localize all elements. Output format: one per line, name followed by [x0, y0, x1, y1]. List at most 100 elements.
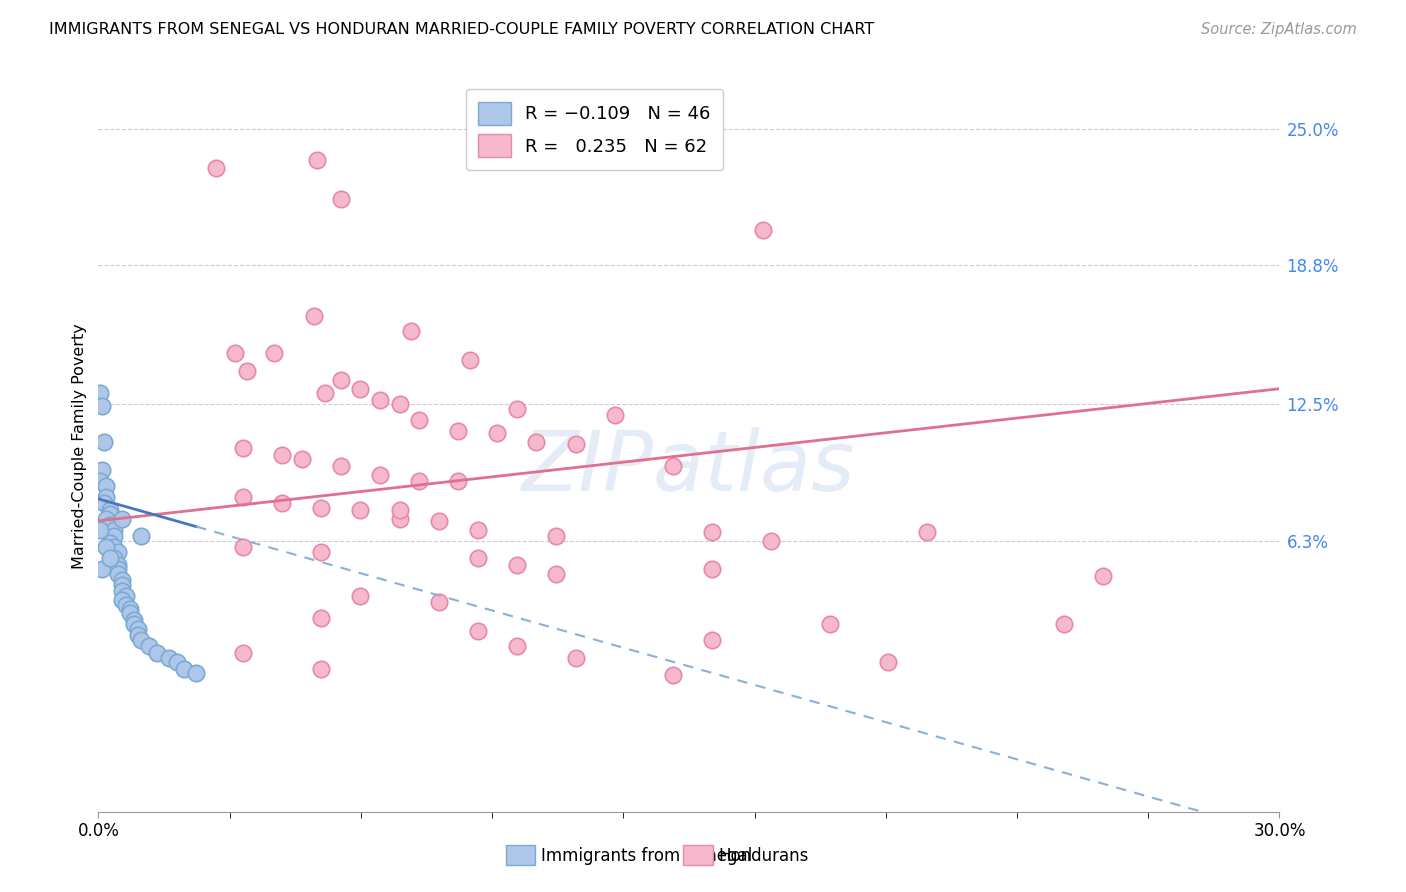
Text: Immigrants from Senegal: Immigrants from Senegal: [541, 847, 752, 864]
Y-axis label: Married-Couple Family Poverty: Married-Couple Family Poverty: [72, 323, 87, 569]
Point: [111, 584, 134, 599]
Point: [173, 661, 195, 675]
Point: [186, 665, 208, 680]
Point: [96, 478, 118, 492]
Point: [662, 668, 685, 682]
Point: [388, 503, 411, 517]
Point: [89, 523, 111, 537]
Point: [311, 500, 333, 515]
Point: [427, 514, 450, 528]
Point: [127, 628, 149, 642]
Point: [368, 467, 391, 482]
Point: [96, 512, 118, 526]
Point: [204, 161, 226, 176]
Point: [91, 463, 114, 477]
Point: [157, 650, 180, 665]
Point: [329, 458, 352, 473]
Point: [349, 503, 371, 517]
Point: [314, 386, 336, 401]
Point: [111, 578, 134, 592]
Point: [564, 650, 586, 665]
Point: [232, 646, 254, 660]
Point: [506, 640, 529, 654]
Point: [917, 524, 939, 539]
Point: [603, 408, 626, 422]
Point: [329, 192, 352, 206]
Point: [388, 512, 411, 526]
Point: [311, 661, 333, 675]
Point: [98, 536, 121, 550]
Point: [103, 529, 125, 543]
Point: [118, 602, 141, 616]
Point: [467, 551, 489, 566]
Point: [759, 533, 782, 548]
FancyBboxPatch shape: [683, 845, 713, 865]
Point: [98, 518, 121, 533]
Point: [368, 392, 391, 407]
Point: [91, 562, 114, 576]
Point: [1053, 617, 1076, 632]
Point: [98, 503, 121, 517]
Point: [107, 558, 129, 572]
Point: [114, 589, 136, 603]
Point: [427, 595, 450, 609]
Point: [486, 425, 509, 440]
Text: Hondurans: Hondurans: [718, 847, 808, 864]
Point: [107, 545, 129, 559]
Point: [111, 574, 134, 588]
Point: [98, 508, 121, 522]
Point: [447, 475, 470, 489]
Point: [467, 523, 489, 537]
Point: [96, 541, 118, 555]
Point: [408, 475, 430, 489]
Point: [146, 646, 169, 660]
Point: [401, 325, 423, 339]
Point: [752, 223, 775, 237]
Point: [138, 640, 160, 654]
Point: [111, 593, 134, 607]
Point: [1092, 569, 1115, 583]
Point: [271, 448, 294, 462]
Point: [349, 589, 371, 603]
Point: [329, 373, 352, 387]
Point: [98, 551, 121, 566]
Point: [307, 153, 329, 167]
Point: [544, 566, 567, 581]
Point: [107, 566, 129, 581]
Point: [818, 617, 841, 632]
Point: [107, 562, 129, 576]
Point: [702, 562, 724, 576]
Point: [103, 541, 125, 555]
Point: [131, 529, 153, 543]
Point: [302, 309, 325, 323]
Point: [291, 452, 314, 467]
Point: [96, 490, 118, 504]
Point: [447, 424, 470, 438]
Point: [408, 412, 430, 426]
Point: [111, 512, 134, 526]
Point: [89, 475, 111, 489]
Point: [564, 437, 586, 451]
Point: [232, 490, 254, 504]
Point: [702, 632, 724, 647]
Point: [103, 523, 125, 537]
Point: [877, 655, 900, 669]
Point: [662, 458, 685, 473]
Point: [526, 434, 548, 449]
Point: [506, 558, 529, 572]
Point: [236, 364, 259, 378]
Point: [166, 655, 188, 669]
Point: [127, 622, 149, 636]
Text: IMMIGRANTS FROM SENEGAL VS HONDURAN MARRIED-COUPLE FAMILY POVERTY CORRELATION CH: IMMIGRANTS FROM SENEGAL VS HONDURAN MARR…: [49, 22, 875, 37]
Point: [122, 617, 145, 632]
Point: [93, 434, 115, 449]
Point: [93, 496, 115, 510]
Point: [544, 529, 567, 543]
Point: [388, 397, 411, 411]
Point: [349, 382, 371, 396]
Point: [271, 496, 294, 510]
Point: [114, 598, 136, 612]
Text: Source: ZipAtlas.com: Source: ZipAtlas.com: [1201, 22, 1357, 37]
Point: [122, 613, 145, 627]
Point: [91, 400, 114, 414]
